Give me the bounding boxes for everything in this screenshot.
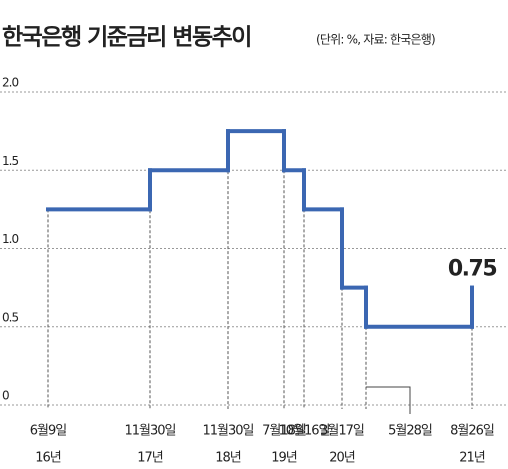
y-tick-label: 1.0 bbox=[2, 232, 18, 246]
y-tick-label: 1.5 bbox=[2, 154, 18, 168]
y-tick-label: 0 bbox=[2, 389, 9, 403]
x-tick-label: 8월26일 bbox=[450, 424, 494, 439]
x-year-label: 21년 bbox=[459, 451, 485, 466]
x-year-label: 16년 bbox=[35, 451, 61, 466]
x-year-label: 20년 bbox=[329, 451, 355, 466]
x-tick-label: 10월16일 bbox=[278, 424, 329, 439]
chart-title: 한국은행 기준금리 변동추이 bbox=[2, 25, 251, 51]
x-tick-label: 11월30일 bbox=[202, 424, 253, 439]
data-label: 0.75 bbox=[448, 257, 496, 282]
x-tick-label: 5월28일 bbox=[388, 424, 432, 439]
x-tick-label: 11월30일 bbox=[124, 424, 175, 439]
x-tick-label: 3월17일 bbox=[320, 424, 364, 439]
x-year-label: 19년 bbox=[271, 451, 297, 466]
x-tick-label: 7월18일 bbox=[262, 424, 306, 439]
x-year-label: 18년 bbox=[215, 451, 241, 466]
y-tick-label: 2.0 bbox=[2, 76, 18, 90]
y-tick-label: 0.5 bbox=[2, 310, 18, 324]
leader-line bbox=[366, 386, 411, 414]
x-tick-label: 6월9일 bbox=[30, 424, 67, 439]
x-year-label: 17년 bbox=[137, 451, 163, 466]
chart-subtitle: (단위: %, 자료: 한국은행) bbox=[316, 32, 435, 47]
